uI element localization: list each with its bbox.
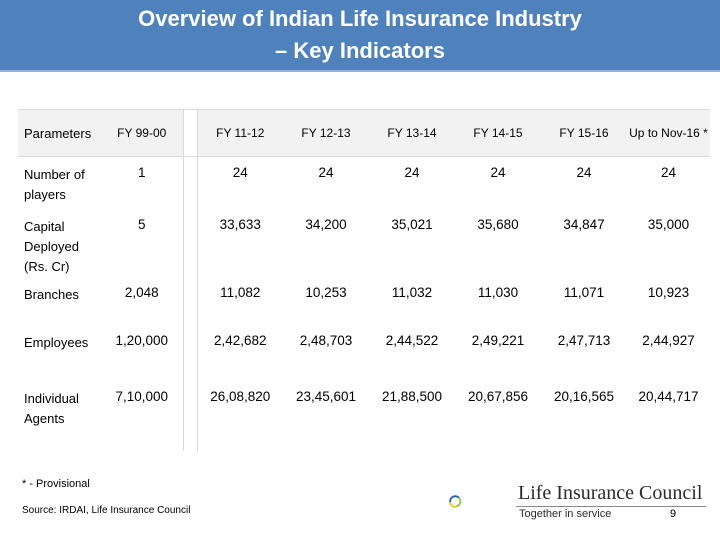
cell-value: 20,16,565	[553, 388, 615, 404]
column-header: Up to Nov-16 *	[627, 109, 710, 157]
cell-value: 24	[576, 165, 592, 180]
row-label: Branches	[24, 286, 79, 302]
column-gap	[182, 276, 198, 325]
cell-value: 2,048	[124, 284, 159, 300]
cell-value: 24	[660, 165, 677, 180]
key-indicators-table: Parameters FY 99-00 FY 11-12 FY 12-13 FY…	[18, 109, 710, 451]
cell-value: 10,253	[305, 284, 347, 300]
table-row: Capital Deployed (Rs. Cr) 5 33,633 34,20…	[18, 208, 710, 277]
column-header: FY 15-16	[541, 109, 627, 157]
column-header: Parameters	[18, 109, 101, 157]
cell-value: 20,67,856	[467, 388, 529, 404]
life-insurance-council-logo-icon	[449, 495, 462, 508]
cell-value: 11,082	[220, 284, 261, 300]
cell-value: 23,45,601	[295, 388, 357, 404]
column-header: FY 99-00	[101, 109, 183, 157]
cell-value: 24	[490, 165, 506, 180]
cell-value: 11,030	[477, 284, 519, 300]
cell-value: 35,000	[647, 216, 690, 232]
cell-value: 2,47,713	[557, 332, 611, 348]
cell-value: 33,633	[219, 216, 261, 232]
row-label: Number of players	[24, 167, 85, 202]
cell-value: 20,44,717	[638, 388, 699, 404]
cell-value: 26,08,820	[210, 388, 271, 404]
cell-value: 34,847	[563, 216, 605, 232]
table-row: Employees 1,20,000 2,42,682 2,48,703 2,4…	[18, 324, 710, 381]
column-header: FY 12-13	[283, 109, 369, 157]
slide-title-line1: Overview of Indian Life Insurance Indust…	[138, 6, 582, 31]
column-gap	[182, 156, 198, 209]
table-header-row: Parameters FY 99-00 FY 11-12 FY 12-13 FY…	[18, 109, 710, 157]
page-number: 9	[670, 508, 677, 520]
column-gap	[182, 324, 198, 381]
cell-value: 34,200	[305, 216, 347, 232]
cell-value: 35,021	[391, 216, 433, 232]
column-gap	[182, 380, 198, 451]
logo-arc-green	[455, 497, 462, 508]
cell-value: 35,680	[477, 216, 519, 232]
table-row: Number of players 1 24 24 24 24 24 24	[18, 156, 710, 209]
row-label: Capital Deployed (Rs. Cr)	[24, 218, 79, 274]
cell-value: 11,071	[563, 284, 605, 300]
cell-value: 2,42,682	[213, 332, 267, 348]
column-header: FY 11-12	[197, 109, 283, 157]
cell-value: 2,44,927	[642, 332, 695, 348]
cell-value: 11,032	[391, 284, 433, 300]
cell-value: 24	[232, 165, 248, 180]
source-note: Source: IRDAI, Life Insurance Council	[22, 505, 191, 516]
cell-value: 2,48,703	[299, 332, 353, 348]
cell-value: 7,10,000	[115, 388, 169, 404]
logo-arc-yellow	[449, 502, 457, 508]
logo-divider	[516, 506, 706, 507]
column-gap	[182, 109, 198, 157]
table-row: Branches 2,048 11,082 10,253 11,032 11,0…	[18, 276, 710, 325]
logo-arc-blue	[449, 495, 460, 503]
logo-tagline: Together in service	[519, 508, 612, 520]
column-header: FY 14-15	[455, 109, 541, 157]
cell-value: 24	[404, 165, 420, 180]
title-banner: Overview of Indian Life Insurance Indust…	[0, 0, 720, 72]
row-label: Individual Agents	[24, 390, 79, 426]
cell-value: 1	[137, 165, 146, 180]
slide-title-line2: – Key Indicators	[275, 38, 445, 63]
cell-value: 24	[318, 165, 334, 180]
table-row: Individual Agents 7,10,000 26,08,820 23,…	[18, 380, 710, 451]
logo-name: Life Insurance Council	[518, 482, 703, 504]
cell-value: 5	[137, 216, 146, 232]
cell-value: 10,923	[647, 284, 690, 300]
cell-value: 2,44,522	[385, 332, 439, 348]
cell-value: 2,49,221	[471, 332, 525, 348]
cell-value: 1,20,000	[115, 332, 169, 348]
column-header: FY 13-14	[369, 109, 455, 157]
slide-title: Overview of Indian Life Insurance Indust…	[138, 3, 582, 67]
provisional-footnote: * - Provisional	[22, 478, 90, 490]
cell-value: 21,88,500	[381, 388, 443, 404]
column-gap	[182, 208, 198, 277]
row-label: Employees	[24, 334, 89, 350]
